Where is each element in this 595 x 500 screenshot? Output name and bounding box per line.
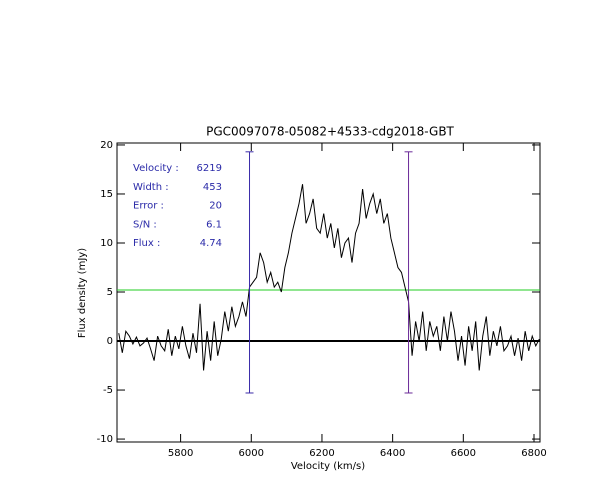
annotation-value: 6219: [197, 163, 222, 174]
plot-frame: [116, 142, 541, 443]
y-axis-label: Flux density (mJy): [77, 248, 88, 338]
x-tick-label: 5800: [168, 448, 193, 459]
x-tick-label: 6400: [380, 448, 405, 459]
spectrum-line: [118, 184, 540, 371]
y-tick-label: 10: [100, 238, 113, 249]
annotation-value: 4.74: [200, 238, 222, 249]
annotation-label: Velocity :: [133, 163, 179, 174]
annotation-value: 453: [203, 182, 222, 193]
y-tick-label: 0: [107, 336, 113, 347]
y-tick-label: -10: [97, 434, 113, 445]
annotation-label: Width :: [133, 182, 169, 193]
annotation-label: Error :: [133, 201, 164, 212]
x-axis-label: Velocity (km/s): [291, 461, 365, 472]
y-tick-label: 5: [107, 287, 113, 298]
annotation-value: 6.1: [206, 219, 222, 230]
x-tick-label: 6200: [309, 448, 334, 459]
annotation-label: S/N :: [133, 219, 157, 230]
y-tick-label: 15: [100, 189, 113, 200]
x-tick-label: 6800: [521, 448, 546, 459]
y-tick-label: -5: [103, 385, 113, 396]
chart-title: PGC0097078-05082+4533-cdg2018-GBT: [206, 125, 454, 139]
x-tick-label: 6000: [239, 448, 264, 459]
annotation-value: 20: [209, 201, 222, 212]
x-tick-label: 6600: [451, 448, 476, 459]
annotation-label: Flux :: [133, 238, 160, 249]
y-tick-label: 20: [100, 140, 113, 151]
